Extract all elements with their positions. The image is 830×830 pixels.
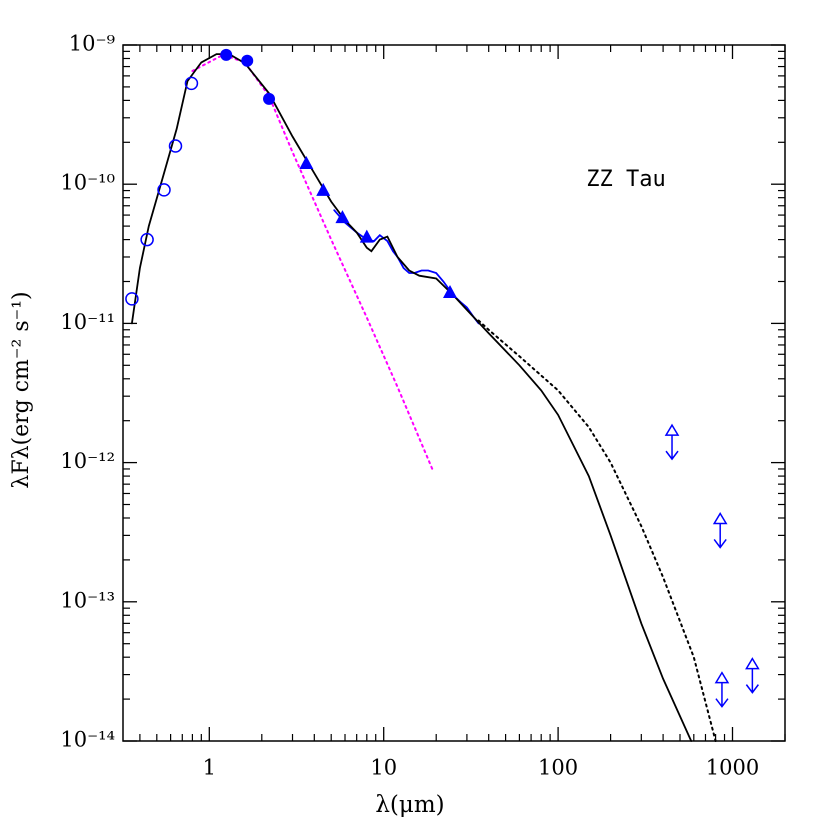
filled-circle-point (241, 54, 254, 67)
annotation: ZZ Tau (586, 167, 665, 192)
x-tick-label: 10 (370, 756, 397, 780)
x-tick-label: 1000 (706, 756, 759, 780)
triangle-point (316, 182, 331, 196)
y-tick-label: 10⁻¹⁴ (60, 728, 115, 752)
y-tick-label: 10⁻¹³ (60, 588, 115, 612)
model-line (131, 53, 693, 742)
y-axis-label: λFλ(erg cm⁻² s⁻¹) (9, 291, 34, 488)
triangle-point (443, 285, 458, 299)
open-circle-point (125, 292, 139, 306)
upper-limit (714, 671, 730, 708)
y-tick-label: 10⁻¹² (60, 449, 115, 473)
model-line (477, 319, 717, 742)
y-tick-label: 10⁻⁹ (69, 32, 115, 56)
open-circle-point (184, 76, 199, 91)
upper-limit (745, 657, 760, 694)
x-axis-label: λ(μm) (375, 792, 444, 818)
triangle-point (335, 210, 350, 224)
upper-limit (712, 512, 728, 549)
model-line (191, 53, 434, 470)
x-tick-label: 100 (538, 756, 578, 780)
open-circle-point (140, 232, 154, 247)
y-tick-label: 10⁻¹⁰ (60, 171, 115, 195)
open-circle-point (157, 183, 171, 197)
triangle-point (359, 229, 374, 243)
filled-circle-point (263, 92, 276, 105)
triangle-point (299, 156, 314, 170)
x-tick-label: 1 (203, 756, 216, 780)
open-circle-point (168, 139, 183, 153)
y-tick-label: 10⁻¹¹ (60, 310, 115, 334)
filled-circle-point (220, 48, 233, 61)
plot-frame (122, 44, 786, 742)
upper-limit (664, 423, 680, 461)
